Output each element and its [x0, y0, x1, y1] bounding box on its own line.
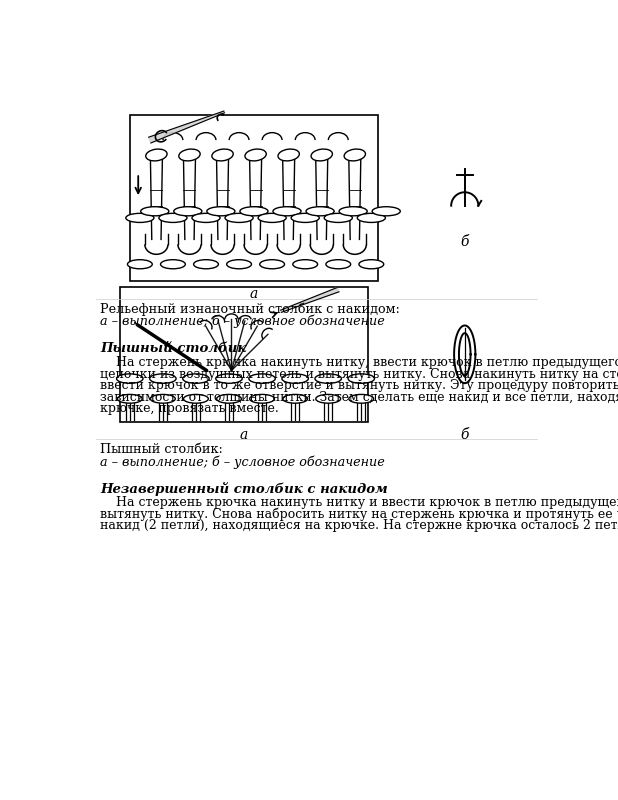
Ellipse shape [179, 149, 200, 161]
Ellipse shape [250, 394, 274, 403]
Text: а – выполнение; б – условное обозначение: а – выполнение; б – условное обозначение [101, 314, 385, 328]
Ellipse shape [141, 206, 169, 216]
Text: Рельефный изнаночный столбик с накидом:: Рельефный изнаночный столбик с накидом: [101, 302, 400, 316]
Ellipse shape [291, 214, 320, 222]
Ellipse shape [193, 260, 218, 269]
Ellipse shape [192, 214, 220, 222]
Text: вытянуть нитку. Снова набросить нитку на стержень крючка и протянуть ее через пе: вытянуть нитку. Снова набросить нитку на… [101, 507, 618, 521]
Ellipse shape [260, 260, 284, 269]
Ellipse shape [161, 260, 185, 269]
Ellipse shape [126, 214, 154, 222]
Ellipse shape [174, 206, 202, 216]
Ellipse shape [207, 206, 235, 216]
Ellipse shape [245, 149, 266, 161]
Ellipse shape [216, 394, 242, 403]
Text: зависимости от толщины нитки. Затем сделать еще накид и все петли, находящиеся н: зависимости от толщины нитки. Затем сдел… [101, 391, 618, 404]
Text: накид (2 петли), находящиеся на крючке. На стержне крючка осталось 2 петли, то е: накид (2 петли), находящиеся на крючке. … [101, 518, 618, 532]
Text: б: б [460, 428, 469, 442]
Ellipse shape [159, 214, 187, 222]
Ellipse shape [306, 206, 334, 216]
Text: а: а [240, 428, 248, 442]
Ellipse shape [372, 206, 400, 216]
Ellipse shape [282, 374, 308, 383]
Text: крючке, провязать вместе.: крючке, провязать вместе. [101, 402, 279, 415]
Bar [121, 288, 367, 421]
Ellipse shape [315, 374, 341, 383]
Ellipse shape [311, 149, 332, 161]
Bar [130, 115, 378, 281]
Ellipse shape [282, 394, 308, 403]
Ellipse shape [184, 394, 208, 403]
Ellipse shape [146, 149, 167, 161]
Ellipse shape [273, 206, 301, 216]
Ellipse shape [348, 374, 375, 383]
Ellipse shape [339, 206, 367, 216]
Ellipse shape [183, 374, 209, 383]
Ellipse shape [359, 260, 384, 269]
Text: а – выполнение; б – условное обозначение: а – выполнение; б – условное обозначение [101, 455, 385, 469]
Ellipse shape [117, 374, 143, 383]
Text: ввести крючок в то же отверстие и вытянуть нитку. Эту процедуру повторить два-пя: ввести крючок в то же отверстие и вытяну… [101, 379, 618, 392]
Ellipse shape [117, 394, 142, 403]
Polygon shape [281, 287, 339, 312]
Ellipse shape [240, 206, 268, 216]
Ellipse shape [212, 149, 233, 161]
Ellipse shape [357, 214, 386, 222]
Ellipse shape [225, 214, 253, 222]
Text: а: а [250, 287, 258, 301]
Ellipse shape [249, 374, 275, 383]
Ellipse shape [227, 260, 252, 269]
Ellipse shape [326, 260, 350, 269]
Text: На стержень крючка накинуть нитку и ввести крючок в петлю предыдущего ряда,: На стержень крючка накинуть нитку и ввес… [101, 496, 618, 509]
Text: Пышный столбик: Пышный столбик [101, 342, 247, 355]
Text: б: б [460, 234, 469, 249]
Text: На стержень крючка накинуть нитку, ввести крючок в петлю предыдущего ряда или: На стержень крючка накинуть нитку, ввест… [101, 356, 618, 370]
Ellipse shape [127, 260, 152, 269]
Bar [120, 287, 368, 422]
Ellipse shape [258, 214, 286, 222]
Ellipse shape [316, 394, 341, 403]
Ellipse shape [344, 149, 365, 161]
Ellipse shape [349, 394, 374, 403]
Ellipse shape [278, 149, 299, 161]
Bar [131, 116, 377, 280]
Polygon shape [149, 111, 224, 143]
Text: цепочки из воздушных петель и вытянуть нитку. Снова накинуть нитку на стержень к: цепочки из воздушных петель и вытянуть н… [101, 368, 618, 381]
Ellipse shape [216, 374, 242, 383]
Ellipse shape [150, 394, 176, 403]
Ellipse shape [293, 260, 318, 269]
Text: Пышный столбик:: Пышный столбик: [101, 443, 223, 456]
Ellipse shape [324, 214, 352, 222]
Text: Незавершенный столбик с накидом: Незавершенный столбик с накидом [101, 482, 388, 496]
Ellipse shape [150, 374, 176, 383]
